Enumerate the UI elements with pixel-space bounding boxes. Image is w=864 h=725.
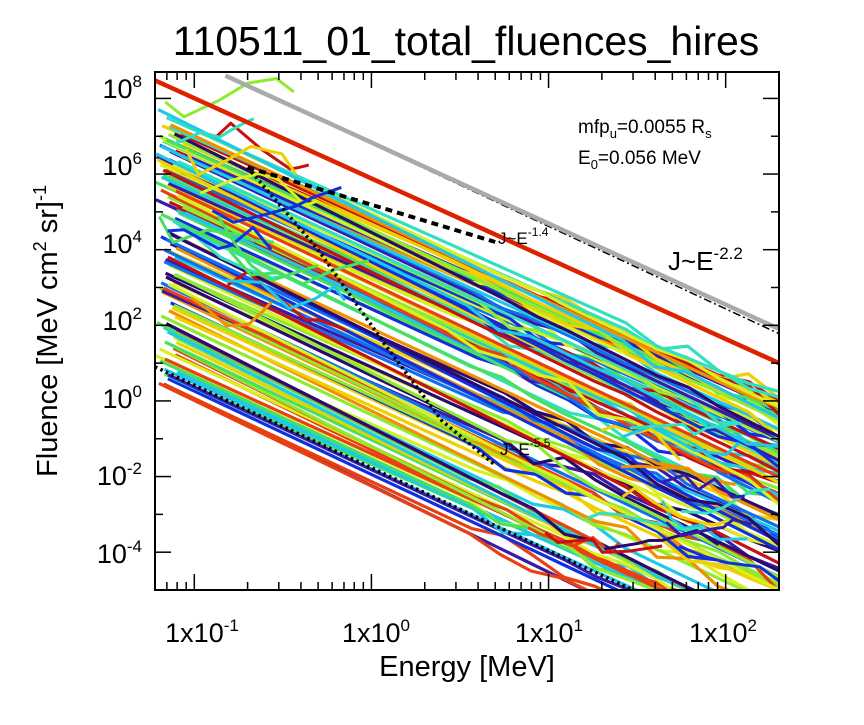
- y-tick-label-6: 106: [102, 149, 142, 181]
- y-tick-label-3: 100: [102, 382, 142, 414]
- fluence-fragment-4: [184, 144, 298, 177]
- chart-title: 110511_01_total_fluences_hires: [173, 18, 760, 64]
- x-tick-label-2: 1x100: [342, 616, 410, 648]
- x-tick-label-1: 1x10-1: [165, 616, 239, 648]
- reference-lines: [155, 73, 779, 590]
- fluence-curve-lower-52: [160, 235, 779, 552]
- fluence-curve-lower-25: [165, 322, 698, 590]
- lower-envelope-dotted: [155, 365, 634, 590]
- x-axis-label: Energy [MeV]: [379, 651, 555, 683]
- y-axis-label: Fluence [MeV cm2 sr]-1: [30, 185, 64, 477]
- fluence-curve-upper-36: [156, 158, 779, 469]
- fluence-curve-lower-2: [163, 383, 607, 590]
- fluence-fragment-20: [600, 424, 682, 462]
- fluence-fragment-2: [158, 215, 275, 245]
- x-tick-label-3: 1x101: [515, 616, 583, 648]
- y-tick-label-2: 10-2: [97, 459, 142, 491]
- fluence-curve-upper-39: [155, 152, 779, 448]
- fluence-fragment-17: [681, 487, 771, 515]
- fluence-fragment-7: [167, 225, 273, 251]
- fluence-fragment-11: [211, 185, 342, 224]
- y-tick-label-1: 10-4: [97, 537, 142, 569]
- powerlaw-label-5-5: J~E-5.5: [500, 436, 551, 459]
- fluence-curve-upper-40: [177, 160, 779, 442]
- fluence-curve-lower-55: [170, 233, 779, 521]
- fluence-curve-lower-56: [167, 231, 779, 547]
- fluence-fragment-21: [621, 486, 729, 528]
- fluence-curve-lower-14: [158, 347, 676, 590]
- x-tick-label-4: 1x102: [689, 616, 757, 648]
- fluence-fragment-28: [662, 473, 745, 499]
- y-tick-label-5: 104: [102, 227, 142, 259]
- fluence-fragment-25: [629, 421, 742, 437]
- fluence-fragment-23: [544, 531, 663, 554]
- fluence-curve-upper-57: [173, 132, 779, 438]
- fluence-fragment-5: [164, 77, 295, 119]
- fluence-curve-upper-32: [162, 168, 779, 474]
- fluence-curve-lower-37: [167, 282, 779, 590]
- fluence-fragment-10: [199, 172, 319, 208]
- powerlaw-5-5-dotted: [246, 166, 497, 467]
- fluence-fragment-16: [660, 500, 748, 541]
- fluence-fragment-12: [225, 279, 347, 311]
- fluence-curve-lower-5: [167, 377, 622, 590]
- fluence-curve-lower-3: [158, 381, 591, 590]
- powerlaw-2-2-gray: [224, 73, 779, 332]
- fluence-curve-lower-11: [159, 359, 660, 590]
- fluence-curve-lower-28: [174, 315, 779, 590]
- e0-annotation: E0=0.056 MeV: [578, 148, 701, 172]
- fluence-fragment-27: [665, 517, 752, 538]
- upper-envelope-red: [155, 78, 779, 366]
- mfp-annotation: mfpu=0.0055 Rs: [578, 117, 712, 141]
- fluence-curve-upper-22: [175, 189, 779, 479]
- series-layer: [155, 77, 779, 590]
- powerlaw-label-2-2: J~E-2.2: [668, 244, 743, 276]
- fluence-curve-upper-41: [169, 149, 779, 441]
- fluence-fragment-3: [189, 296, 273, 328]
- fluence-fragment-14: [228, 249, 370, 286]
- y-tick-label-4: 102: [102, 304, 142, 336]
- fluence-curve-upper-64: [157, 108, 779, 420]
- fluence-curve-upper-19: [176, 194, 779, 506]
- fluence-fragment-18: [586, 511, 705, 532]
- fluence-fragment-22: [678, 544, 779, 583]
- fluence-curve-lower-42: [174, 273, 779, 579]
- fluence-fragment-1: [215, 121, 310, 171]
- fluence-curve-upper-3: [174, 216, 779, 501]
- fluence-curve-lower-16: [174, 345, 660, 590]
- powerlaw-label-1-4: J~E-1.4: [498, 225, 549, 248]
- y-tick-label-7: 108: [102, 72, 142, 104]
- plot-frame: [154, 71, 780, 591]
- axis-ticks: [154, 72, 780, 591]
- fluence-fragment-15: [620, 464, 736, 487]
